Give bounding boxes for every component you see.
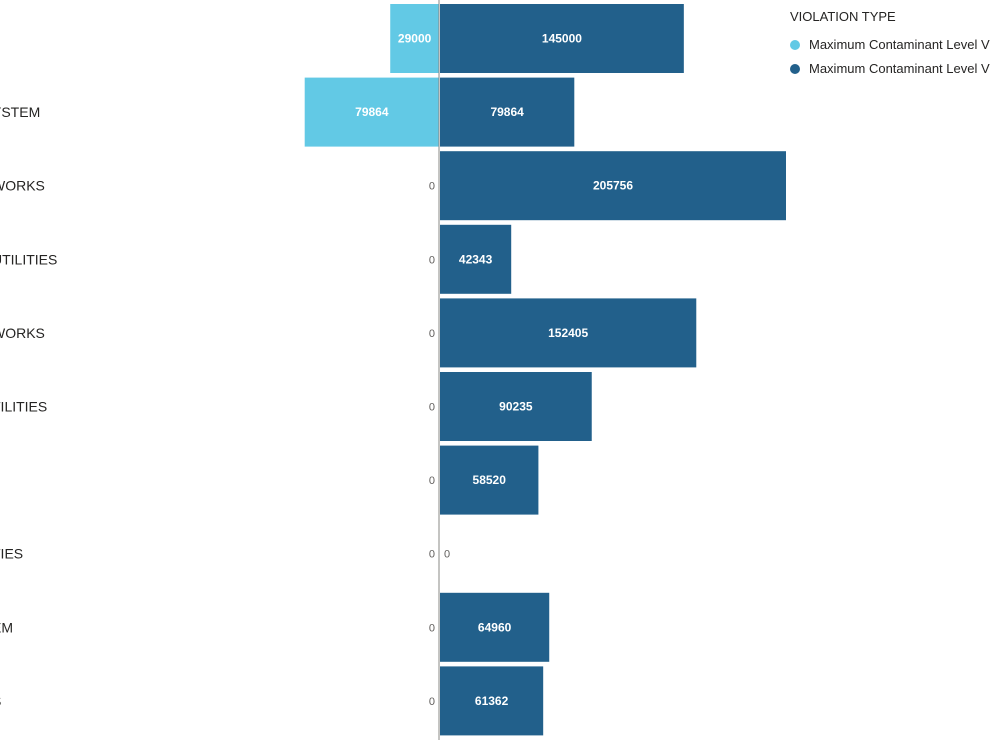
bar-right[interactable] bbox=[440, 666, 544, 736]
bar-right[interactable] bbox=[440, 372, 592, 441]
bar-right[interactable] bbox=[440, 77, 575, 147]
data-label-right: 0 bbox=[444, 549, 450, 561]
legend-dot-light bbox=[790, 40, 800, 50]
data-label-right: 152405 bbox=[548, 326, 588, 340]
bar-right[interactable] bbox=[440, 445, 539, 515]
bar-right[interactable] bbox=[440, 4, 684, 73]
data-label-right: 145000 bbox=[542, 32, 582, 46]
category-label: S bbox=[0, 693, 1, 709]
data-label-left: 0 bbox=[429, 549, 435, 561]
bars bbox=[304, 4, 786, 736]
data-label-left: 0 bbox=[429, 328, 435, 340]
bar-right[interactable] bbox=[440, 224, 512, 294]
bar-left[interactable] bbox=[304, 77, 439, 147]
category-label: TIES bbox=[0, 546, 23, 562]
category-label: WORKS bbox=[0, 325, 45, 341]
category-labels: YSTEM WORKS UTILITIES WORKS TILITIES TIES EM S bbox=[0, 104, 57, 709]
category-label: TILITIES bbox=[0, 399, 47, 415]
bar-left[interactable] bbox=[390, 4, 439, 73]
data-label-left: 0 bbox=[429, 475, 435, 487]
bar-right[interactable] bbox=[440, 298, 697, 368]
data-label-right: 90235 bbox=[499, 400, 533, 414]
legend-label-light: Maximum Contaminant Level V bbox=[809, 37, 990, 52]
legend-title: VIOLATION TYPE bbox=[790, 9, 896, 24]
bar-right[interactable] bbox=[440, 592, 550, 662]
legend-item-light[interactable]: Maximum Contaminant Level V bbox=[790, 33, 1000, 57]
data-label-right: 79864 bbox=[490, 105, 524, 119]
data-labels: 29000 145000 79864 79864 0 205756 0 42343 0 15240… bbox=[355, 32, 633, 708]
legend: VIOLATION TYPE Maximum Contaminant Level… bbox=[790, 9, 1000, 81]
legend-dot-dark bbox=[790, 64, 800, 74]
data-label-left: 0 bbox=[429, 696, 435, 708]
data-label-left: 0 bbox=[429, 254, 435, 266]
data-label-right: 42343 bbox=[459, 252, 493, 266]
data-label-right: 61362 bbox=[475, 694, 509, 708]
bar-right[interactable] bbox=[440, 151, 786, 221]
legend-item-dark[interactable]: Maximum Contaminant Level V bbox=[790, 57, 1000, 81]
data-label-left: 0 bbox=[429, 181, 435, 193]
category-label: UTILITIES bbox=[0, 251, 57, 267]
data-label-right: 58520 bbox=[473, 473, 507, 487]
data-label-left: 0 bbox=[429, 402, 435, 414]
data-label-right: 64960 bbox=[478, 620, 512, 634]
data-label-right: 205756 bbox=[593, 179, 633, 193]
category-label: WORKS bbox=[0, 178, 45, 194]
legend-label-dark: Maximum Contaminant Level V bbox=[809, 61, 990, 76]
category-label: YSTEM bbox=[0, 104, 40, 120]
data-label-left: 0 bbox=[429, 622, 435, 634]
category-label: EM bbox=[0, 619, 13, 635]
data-label-left: 29000 bbox=[398, 32, 432, 46]
data-label-left: 79864 bbox=[355, 105, 389, 119]
